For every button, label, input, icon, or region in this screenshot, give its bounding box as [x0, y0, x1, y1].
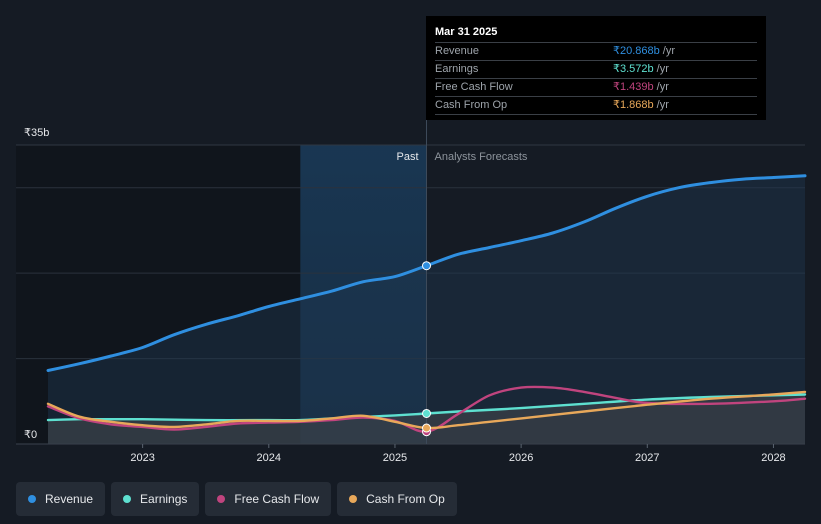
tooltip-row-revenue: Revenue ₹20.868b /yr [435, 42, 757, 60]
tooltip-date: Mar 31 2025 [435, 26, 498, 38]
tooltip-value: ₹1.439b [613, 81, 654, 93]
tooltip-value: ₹3.572b [613, 63, 654, 75]
marker-revenue [422, 261, 431, 271]
legend-label: Revenue [45, 492, 94, 506]
tooltip-label: Revenue [435, 45, 480, 57]
legend-item-cash-from-op[interactable]: Cash From Op [337, 482, 457, 516]
tooltip-unit: /yr [656, 99, 669, 111]
legend-dot-icon [28, 495, 36, 503]
tooltip-label: Earnings [435, 63, 479, 75]
tooltip-unit: /yr [656, 63, 669, 75]
marker-earnings [422, 408, 431, 418]
tooltip-value: ₹1.868b [613, 99, 654, 111]
series-line-cash-from-op [46, 390, 807, 430]
tooltip-unit: /yr [662, 45, 675, 57]
tooltip-value: ₹20.868b [613, 45, 660, 57]
past-region [16, 145, 301, 444]
legend-dot-icon [123, 495, 132, 503]
x-tick-label: 2027 [635, 452, 659, 464]
forecast-label: Analysts Forecasts [435, 151, 528, 163]
tooltip-label: Cash From Op [435, 99, 508, 111]
y-tick-label: ₹0 [24, 429, 37, 441]
series-line-earnings [46, 393, 807, 422]
tooltip-row-cash-from-op: Cash From Op ₹1.868b /yr [435, 96, 757, 115]
legend: Revenue Earnings Free Cash Flow Cash Fro… [16, 482, 457, 516]
x-tick-label: 2025 [383, 452, 407, 464]
legend-dot-icon [349, 495, 358, 503]
tooltip-label: Free Cash Flow [435, 81, 513, 93]
tooltip-unit: /yr [656, 81, 669, 93]
marker-cash-from-op [422, 423, 431, 433]
tooltip-row-earnings: Earnings ₹3.572b /yr [435, 60, 757, 78]
y-tick-label: ₹35b [24, 127, 49, 139]
legend-label: Free Cash Flow [234, 492, 320, 506]
past-label: Past [396, 151, 418, 163]
tooltip-row-free-cash-flow: Free Cash Flow ₹1.439b /yr [435, 78, 757, 96]
legend-label: Cash From Op [366, 492, 445, 506]
x-tick-label: 2028 [761, 452, 785, 464]
legend-item-revenue[interactable]: Revenue [16, 482, 106, 516]
x-tick-label: 2023 [130, 452, 154, 464]
x-tick-label: 2026 [509, 452, 533, 464]
legend-dot-icon [217, 495, 226, 503]
tooltip: Mar 31 2025 Revenue ₹20.868b /yr Earning… [426, 16, 766, 120]
legend-item-free-cash-flow[interactable]: Free Cash Flow [205, 482, 332, 516]
legend-label: Earnings [140, 492, 188, 506]
x-tick-label: 2024 [257, 452, 281, 464]
legend-item-earnings[interactable]: Earnings [111, 482, 200, 516]
